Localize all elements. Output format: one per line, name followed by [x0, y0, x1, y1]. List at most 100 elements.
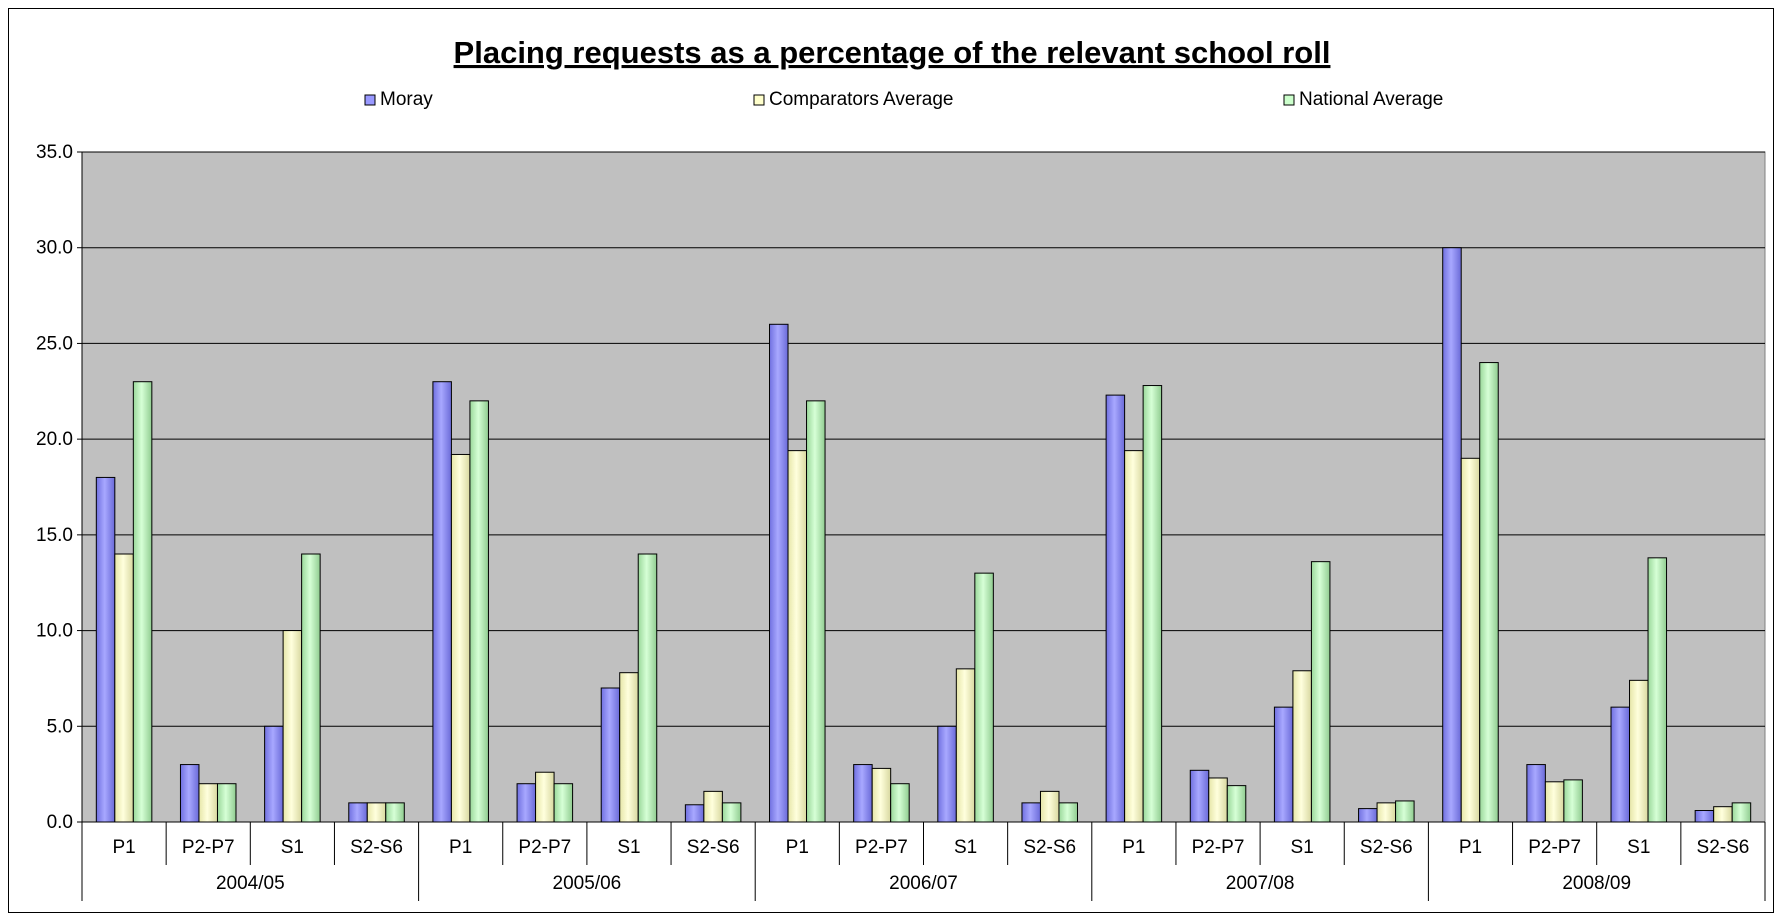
bar-comparators-average-2006-07-p2-p7	[871, 767, 892, 823]
bar-comparators-average-2004-05-p1	[114, 553, 134, 823]
bar-moray-2008-09-s1	[1610, 706, 1631, 823]
x-tick-label: P1	[112, 837, 135, 858]
chart-frame: Placing requests as a percentage of the …	[8, 8, 1774, 913]
bar-comparators-average-2006-07-s1	[955, 668, 976, 823]
bar-moray-2007-08-s1	[1273, 706, 1294, 823]
x-tick-label: P1	[1459, 837, 1482, 858]
bar-national-average-2004-05-s2-s6	[385, 802, 405, 823]
bar-comparators-average-2006-07-s2-s6	[1039, 790, 1060, 823]
bar-comparators-average-2008-09-s2-s6	[1713, 806, 1733, 823]
bar-national-average-2005-06-s2-s6	[721, 802, 742, 823]
x-tick-label: S1	[1627, 837, 1650, 858]
legend-swatch	[753, 94, 765, 106]
y-tick-label: 10.0	[36, 621, 73, 642]
bar-comparators-average-2005-06-p1	[450, 453, 471, 823]
x-group-label: 2005/06	[553, 873, 622, 894]
bar-comparators-average-2007-08-s1	[1292, 670, 1312, 823]
bar-moray-2007-08-p1	[1105, 394, 1126, 823]
bar-national-average-2008-09-s1	[1647, 557, 1668, 823]
bar-moray-2007-08-p2-p7	[1189, 769, 1210, 823]
legend-label: Comparators Average	[769, 89, 953, 110]
y-tick-label: 5.0	[47, 716, 73, 737]
x-tick-label: S2-S6	[687, 837, 740, 858]
bar-moray-2004-05-p2-p7	[179, 764, 200, 823]
bar-moray-2006-07-s2-s6	[1021, 802, 1041, 823]
x-tick-label: P2-P7	[1192, 837, 1245, 858]
bar-moray-2005-06-s2-s6	[684, 804, 705, 823]
bar-national-average-2006-07-p1	[806, 400, 826, 823]
x-tick-label: P1	[786, 837, 809, 858]
plot-area: 0.0 5.0 10.0 15.0 20.0 25.0 30.0 35.0 P1 P2-P7 S1 S…	[36, 142, 1766, 901]
bar-moray-2007-08-s2-s6	[1358, 808, 1378, 823]
y-tick-label: 20.0	[36, 429, 73, 450]
legend: Moray Comparators Average National Average	[364, 89, 1443, 110]
x-tick-label: S2-S6	[350, 837, 403, 858]
bar-comparators-average-2005-06-s1	[619, 672, 639, 823]
y-tick-label: 25.0	[36, 333, 73, 354]
y-tick-label: 30.0	[36, 238, 73, 259]
bar-moray-2005-06-s1	[600, 687, 621, 823]
bar-national-average-2006-07-p2-p7	[890, 783, 910, 823]
bar-moray-2006-07-s1	[937, 725, 957, 823]
x-group-label: 2007/08	[1226, 873, 1295, 894]
bar-moray-2008-09-p2-p7	[1526, 764, 1546, 823]
bar-comparators-average-2007-08-p2-p7	[1208, 777, 1228, 823]
plot-background	[81, 151, 1766, 823]
bar-national-average-2005-06-p2-p7	[553, 783, 574, 823]
bar-comparators-average-2006-07-p1	[787, 450, 808, 823]
bar-national-average-2004-05-p2-p7	[216, 783, 237, 823]
legend-label: National Average	[1299, 89, 1443, 110]
bar-national-average-2008-09-p1	[1479, 362, 1499, 823]
bar-moray-2005-06-p1	[432, 381, 452, 823]
bar-comparators-average-2008-09-p1	[1460, 457, 1481, 823]
x-tick-label: S1	[617, 837, 640, 858]
bar-moray-2006-07-p2-p7	[853, 764, 873, 823]
bar-national-average-2008-09-s2-s6	[1731, 802, 1752, 823]
bar-comparators-average-2004-05-p2-p7	[198, 783, 218, 823]
x-tick-label: S2-S6	[1360, 837, 1413, 858]
bar-comparators-average-2004-05-s2-s6	[366, 802, 387, 823]
x-tick-label: S1	[954, 837, 977, 858]
x-tick-label: P2-P7	[1528, 837, 1581, 858]
bar-national-average-2004-05-s1	[301, 553, 321, 823]
bar-moray-2008-09-p1	[1442, 247, 1462, 823]
bar-moray-2004-05-s2-s6	[348, 802, 368, 823]
bar-moray-2006-07-p1	[769, 323, 789, 823]
bar-comparators-average-2005-06-p2-p7	[535, 771, 555, 823]
bar-moray-2005-06-p2-p7	[516, 783, 537, 823]
bar-national-average-2007-08-s1	[1310, 561, 1331, 823]
bar-national-average-2007-08-p2-p7	[1226, 785, 1247, 823]
x-group-label: 2006/07	[889, 873, 958, 894]
x-tick-label: S2-S6	[1023, 837, 1076, 858]
x-tick-label: P2-P7	[182, 837, 235, 858]
bar-moray-2004-05-p1	[95, 476, 116, 823]
x-tick-label: S1	[1291, 837, 1314, 858]
legend-swatch	[1283, 94, 1295, 106]
bar-national-average-2005-06-s1	[637, 553, 658, 823]
bar-comparators-average-2007-08-p1	[1124, 450, 1144, 823]
bar-national-average-2007-08-p1	[1142, 385, 1163, 823]
x-tick-label: P1	[1122, 837, 1145, 858]
bar-national-average-2007-08-s2-s6	[1395, 800, 1415, 823]
bar-national-average-2006-07-s2-s6	[1058, 802, 1078, 823]
bar-national-average-2008-09-p2-p7	[1563, 779, 1583, 823]
bar-comparators-average-2005-06-s2-s6	[703, 790, 723, 823]
x-group-label: 2008/09	[1562, 873, 1631, 894]
bar-comparators-average-2008-09-s1	[1629, 679, 1649, 823]
bar-comparators-average-2008-09-p2-p7	[1544, 781, 1565, 823]
bar-moray-2008-09-s2-s6	[1694, 810, 1715, 823]
chart-title: Placing requests as a percentage of the …	[454, 35, 1331, 70]
y-tick-label: 15.0	[36, 525, 73, 546]
x-tick-label: P1	[449, 837, 472, 858]
y-tick-label: 0.0	[47, 812, 73, 833]
x-tick-label: P2-P7	[518, 837, 571, 858]
x-tick-label: P2-P7	[855, 837, 908, 858]
bar-comparators-average-2007-08-s2-s6	[1376, 802, 1397, 823]
bar-comparators-average-2004-05-s1	[282, 630, 303, 823]
bar-national-average-2004-05-p1	[132, 381, 153, 823]
legend-label: Moray	[380, 89, 433, 110]
y-tick-label: 35.0	[36, 142, 73, 163]
bar-moray-2004-05-s1	[264, 725, 284, 823]
x-tick-label: S2-S6	[1697, 837, 1750, 858]
bar-national-average-2005-06-p1	[469, 400, 489, 823]
